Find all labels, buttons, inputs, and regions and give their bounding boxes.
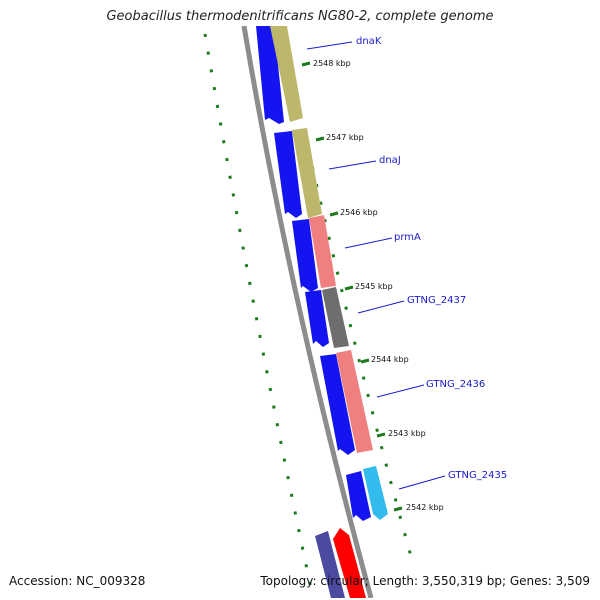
kbp-tick bbox=[329, 211, 339, 217]
label-line bbox=[306, 41, 353, 50]
label-lines bbox=[306, 41, 446, 490]
kbp-label: 2545 kbp bbox=[355, 282, 393, 291]
kbp-label: 2546 kbp bbox=[340, 208, 378, 217]
cds-feature[interactable] bbox=[346, 471, 371, 521]
cds-feature[interactable] bbox=[292, 219, 318, 292]
gene-label-gtng-2436[interactable]: GTNG_2436 bbox=[426, 379, 485, 390]
topology-text: Topology: circular; Length: 3,550,319 bp… bbox=[260, 574, 590, 588]
kbp-tick bbox=[344, 285, 354, 291]
kbp-label: 2544 kbp bbox=[371, 355, 409, 364]
gene-label-gtng-2435[interactable]: GTNG_2435 bbox=[448, 470, 507, 481]
label-line bbox=[376, 384, 425, 398]
gtng-2435-feature[interactable] bbox=[363, 466, 388, 520]
cds-feature[interactable] bbox=[256, 26, 284, 124]
gtng-2436-feature[interactable] bbox=[336, 350, 373, 453]
kbp-tick bbox=[315, 136, 325, 142]
gtng-2437-feature[interactable] bbox=[322, 287, 349, 348]
kbp-label: 2542 kbp bbox=[406, 503, 444, 512]
cds-track bbox=[256, 26, 371, 521]
genome-backbone bbox=[241, 26, 374, 598]
kbp-tick bbox=[360, 358, 370, 364]
dnaj-feature[interactable] bbox=[292, 128, 322, 218]
accession-text: Accession: NC_009328 bbox=[9, 574, 146, 588]
kbp-tick bbox=[301, 61, 311, 67]
kbp-label: 2547 kbp bbox=[326, 133, 364, 142]
dnak-feature[interactable] bbox=[270, 26, 303, 122]
gene-label-dnak[interactable]: dnaK bbox=[356, 36, 382, 47]
cds-feature[interactable] bbox=[274, 131, 302, 218]
purple-feature[interactable] bbox=[315, 531, 345, 598]
gene-label-gtng-2437[interactable]: GTNG_2437 bbox=[407, 295, 466, 306]
label-line bbox=[398, 475, 446, 490]
red-feature[interactable] bbox=[333, 528, 366, 598]
kbp-tick bbox=[393, 506, 403, 512]
gene-label-dnaj[interactable]: dnaJ bbox=[379, 155, 401, 166]
cds-feature[interactable] bbox=[305, 290, 329, 347]
cog-track bbox=[270, 26, 388, 598]
kbp-label: 2543 kbp bbox=[388, 429, 426, 438]
cds-feature[interactable] bbox=[320, 354, 355, 455]
label-line bbox=[357, 300, 405, 314]
label-line bbox=[328, 160, 377, 170]
kbp-labels: 2548 kbp 2547 kbp 2546 kbp 2545 kbp 2544… bbox=[313, 59, 444, 512]
kbp-ticks bbox=[301, 61, 403, 512]
kbp-label: 2548 kbp bbox=[313, 59, 351, 68]
label-line bbox=[344, 237, 393, 249]
map-title: Geobacillus thermodenitrificans NG80-2, … bbox=[106, 9, 494, 24]
gene-labels: dnaK dnaJ prmA GTNG_2437 GTNG_2436 GTNG_… bbox=[356, 36, 507, 481]
gene-label-prma[interactable]: prmA bbox=[394, 232, 421, 243]
kbp-tick bbox=[376, 432, 386, 438]
prma-feature[interactable] bbox=[309, 215, 336, 288]
